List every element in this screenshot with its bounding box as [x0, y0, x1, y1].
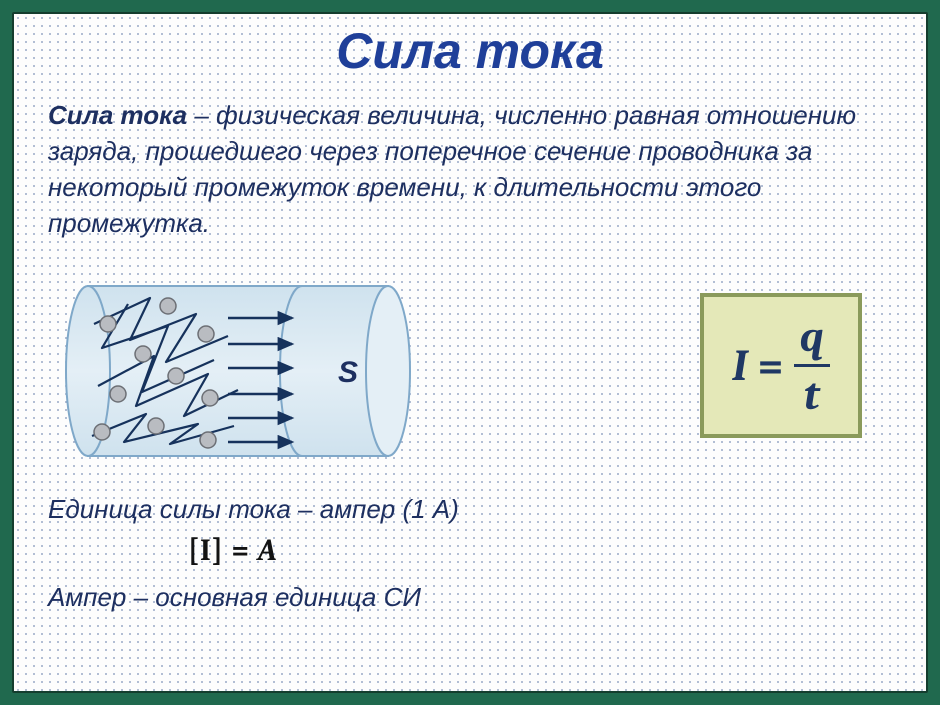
- formula-equals: =: [757, 340, 783, 391]
- slide-content: Сила тока Сила тока – физическая величин…: [14, 14, 926, 613]
- bracket-eq: =: [224, 533, 258, 568]
- formula-lhs: I: [732, 340, 747, 391]
- si-line: Ампер – основная единица СИ: [48, 582, 892, 613]
- slide-title: Сила тока: [48, 22, 892, 80]
- conductor-diagram: S: [58, 266, 418, 466]
- definition-paragraph: Сила тока – физическая величина, численн…: [48, 98, 892, 242]
- outer-frame: Сила тока Сила тока – физическая величин…: [0, 0, 940, 705]
- formula-denominator: t: [798, 367, 825, 420]
- formula-fraction: q t: [794, 311, 830, 420]
- diagram-and-formula-row: S I = q t: [48, 266, 892, 466]
- inner-frame: Сила тока Сила тока – физическая величин…: [12, 12, 928, 693]
- formula-numerator: q: [794, 311, 830, 364]
- unit-line: Единица силы тока – ампер (1 А): [48, 494, 892, 525]
- bracket-formula: [I] = A: [188, 533, 892, 568]
- bracket-rhs: A: [258, 533, 277, 568]
- formula-box: I = q t: [700, 293, 862, 438]
- cross-section-label: S: [338, 356, 358, 389]
- bracket-lhs: [I]: [188, 533, 224, 568]
- definition-term: Сила тока: [48, 100, 187, 130]
